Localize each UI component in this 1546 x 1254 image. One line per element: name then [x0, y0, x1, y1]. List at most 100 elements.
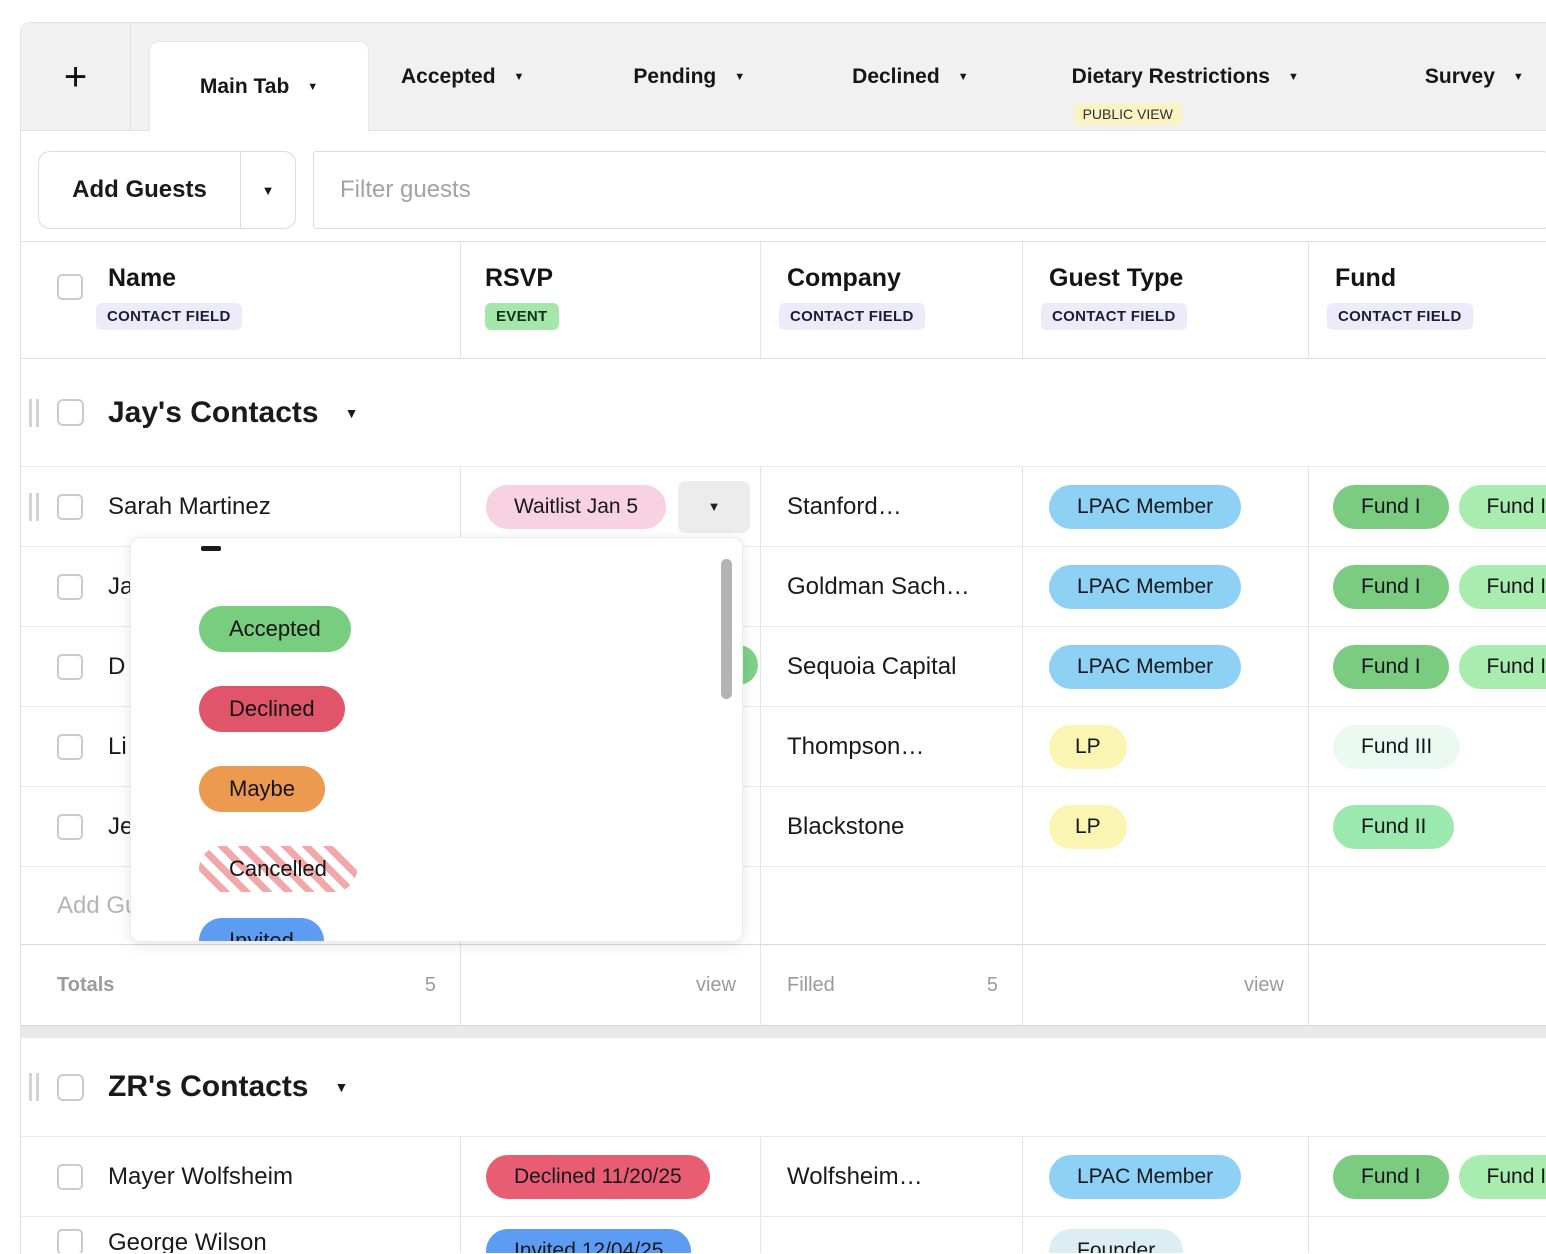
- drag-handle-icon[interactable]: [29, 398, 39, 427]
- fund-cell[interactable]: [1309, 1217, 1546, 1253]
- add-guests-dropdown-button[interactable]: ▼: [261, 182, 275, 198]
- rsvp-cell[interactable]: [461, 627, 761, 706]
- row-checkbox[interactable]: [57, 813, 83, 840]
- group-header-zrs-contacts: ZR's Contacts ▼: [21, 1038, 1546, 1136]
- menu-option-invited[interactable]: Invited: [199, 918, 324, 941]
- company-cell[interactable]: Wolfsheim…: [761, 1137, 1023, 1216]
- select-all-checkbox[interactable]: [57, 274, 83, 300]
- company-cell[interactable]: Stanford…: [761, 467, 1023, 546]
- tab-pending[interactable]: Pending ▼: [633, 23, 745, 131]
- row-checkbox[interactable]: [57, 733, 83, 760]
- filled-label: Filled: [787, 973, 835, 996]
- menu-option-cancelled[interactable]: Cancelled: [199, 846, 357, 892]
- name-cell[interactable]: Sarah Martinez: [21, 467, 461, 546]
- add-tab-button[interactable]: +: [21, 23, 131, 130]
- group-separator: [21, 1026, 1546, 1038]
- company-name: Sequoia Capital: [787, 652, 957, 680]
- rsvp-status-pill[interactable]: Waitlist Jan 5: [486, 484, 667, 529]
- rsvp-cell[interactable]: [461, 707, 761, 786]
- tab-declined[interactable]: Declined ▼: [852, 23, 968, 131]
- chevron-down-icon: ▼: [307, 80, 319, 93]
- menu-option-accepted[interactable]: Accepted: [199, 606, 351, 652]
- plus-icon: +: [63, 54, 88, 99]
- column-header-guest-type: Guest Type CONTACT FIELD: [1023, 242, 1309, 358]
- group-checkbox[interactable]: [57, 399, 84, 426]
- row-checkbox[interactable]: [57, 573, 83, 600]
- company-cell[interactable]: Sequoia Capital: [761, 627, 1023, 706]
- scrollbar-thumb[interactable]: [721, 559, 732, 699]
- tab-survey[interactable]: Survey ▼: [1425, 23, 1524, 131]
- rsvp-cell[interactable]: Invited 12/04/25: [461, 1217, 761, 1253]
- guest-type-cell[interactable]: LPAC Member: [1023, 627, 1309, 706]
- tab-label: Dietary Restrictions: [1071, 65, 1270, 88]
- add-guests-button[interactable]: Add Guests ▼: [38, 151, 296, 229]
- tab-main-tab[interactable]: Main Tab ▼: [149, 41, 369, 131]
- fund-cell[interactable]: Fund II: [1309, 787, 1546, 866]
- rsvp-cell[interactable]: [461, 547, 761, 626]
- company-cell[interactable]: Thompson…: [761, 707, 1023, 786]
- guest-type-cell[interactable]: LPAC Member: [1023, 467, 1309, 546]
- fund-pill: Fund III: [1333, 724, 1461, 769]
- rsvp-status-pill[interactable]: Invited 12/04/25: [486, 1229, 692, 1253]
- name-cell[interactable]: Mayer Wolfsheim: [21, 1137, 461, 1216]
- view-link[interactable]: view: [1243, 973, 1284, 996]
- fund-cell[interactable]: Fund I Fund II: [1309, 467, 1546, 546]
- rsvp-status-pill[interactable]: Declined 11/20/25: [486, 1154, 710, 1199]
- fund-cell[interactable]: Fund III: [1309, 707, 1546, 786]
- name-cell[interactable]: Ja: [21, 547, 461, 626]
- drag-handle-icon[interactable]: [29, 1073, 39, 1101]
- view-link[interactable]: view: [695, 973, 736, 996]
- group-checkbox[interactable]: [57, 1073, 84, 1101]
- chevron-down-icon[interactable]: ▼: [344, 404, 359, 421]
- fund-cell[interactable]: Fund I Fund II: [1309, 547, 1546, 626]
- chevron-down-icon: ▼: [957, 71, 969, 83]
- guest-type-cell[interactable]: LPAC Member: [1023, 1137, 1309, 1216]
- filter-guests-input[interactable]: [313, 151, 1546, 229]
- totals-guest-type-cell: view: [1023, 945, 1309, 1025]
- rsvp-cell[interactable]: [461, 787, 761, 866]
- empty-cell: [1023, 867, 1309, 944]
- row-checkbox[interactable]: [57, 1163, 83, 1190]
- totals-name-cell: Totals 5: [21, 945, 461, 1025]
- name-cell[interactable]: George Wilson: [21, 1217, 461, 1253]
- clear-option-dash-icon[interactable]: [201, 546, 221, 551]
- empty-cell: [761, 867, 1023, 944]
- chevron-down-icon[interactable]: ▼: [334, 1079, 349, 1095]
- fund-pill: Fund I: [1333, 1154, 1449, 1199]
- fund-pill: Fund I: [1333, 484, 1449, 529]
- fund-cell[interactable]: Fund I Fund II: [1309, 1137, 1546, 1216]
- guest-type-cell[interactable]: LPAC Member: [1023, 547, 1309, 626]
- guest-type-cell[interactable]: LP: [1023, 707, 1309, 786]
- name-cell[interactable]: Li: [21, 707, 461, 786]
- rsvp-cell[interactable]: Declined 11/20/25: [461, 1137, 761, 1216]
- contact-field-badge: CONTACT FIELD: [1327, 303, 1473, 330]
- menu-option-maybe[interactable]: Maybe: [199, 766, 326, 812]
- column-title: Company: [787, 264, 901, 292]
- row-checkbox[interactable]: [57, 653, 83, 680]
- rsvp-cell[interactable]: Waitlist Jan 5 ▼: [461, 467, 761, 546]
- totals-company-cell: Filled 5: [761, 945, 1023, 1025]
- chevron-down-icon: ▼: [1287, 71, 1299, 83]
- guest-type-pill: LPAC Member: [1049, 1154, 1242, 1199]
- menu-option-declined[interactable]: Declined: [199, 686, 345, 732]
- row-checkbox[interactable]: [57, 493, 83, 520]
- empty-cell: [461, 867, 761, 944]
- row-checkbox[interactable]: [57, 1229, 83, 1253]
- public-view-badge: PUBLIC VIEW: [1073, 103, 1182, 125]
- fund-pill: Fund I: [1333, 564, 1449, 609]
- totals-count: 5: [424, 973, 436, 996]
- tab-dietary-restrictions[interactable]: Dietary Restrictions ▼ PUBLIC VIEW: [1072, 23, 1299, 131]
- guest-type-cell[interactable]: Founder: [1023, 1217, 1309, 1253]
- fund-pill: Fund II: [1458, 1154, 1546, 1199]
- company-cell[interactable]: Goldman Sach…: [761, 547, 1023, 626]
- company-cell[interactable]: Blackstone: [761, 787, 1023, 866]
- company-name: Wolfsheim…: [787, 1162, 923, 1190]
- guest-name: Mayer Wolfsheim: [108, 1162, 293, 1190]
- guest-type-cell[interactable]: LP: [1023, 787, 1309, 866]
- rsvp-dropdown-button[interactable]: ▼: [678, 480, 751, 533]
- fund-cell[interactable]: Fund I Fund II: [1309, 627, 1546, 706]
- drag-handle-icon[interactable]: [29, 492, 39, 521]
- company-cell[interactable]: [761, 1217, 1023, 1253]
- tab-accepted[interactable]: Accepted ▼: [401, 23, 524, 131]
